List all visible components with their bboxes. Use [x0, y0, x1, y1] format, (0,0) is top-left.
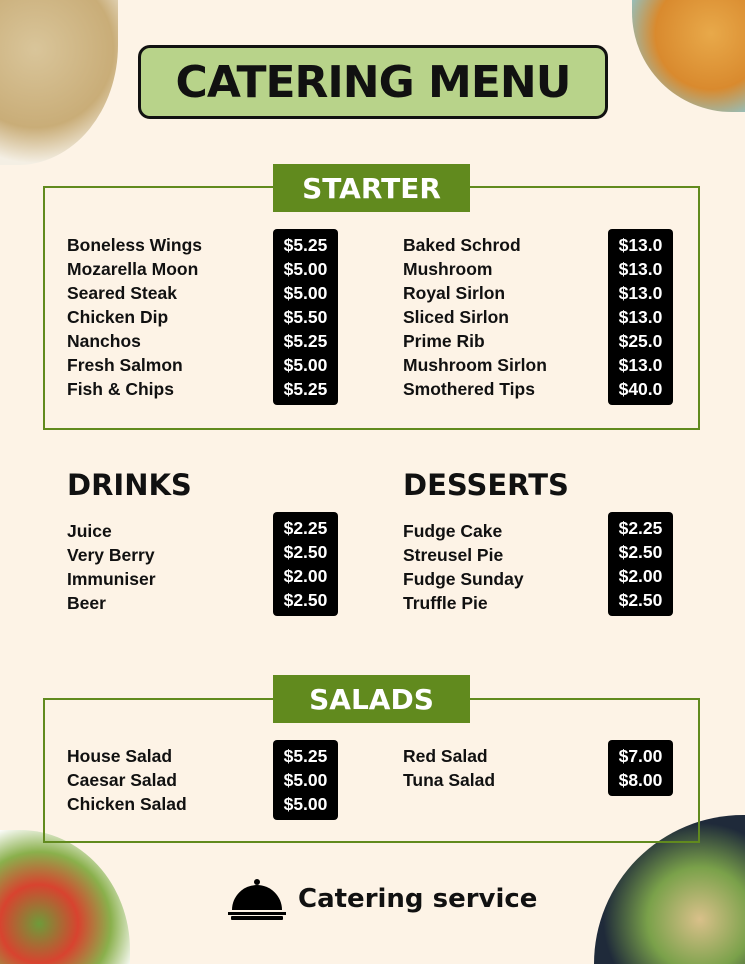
menu-item-price: $2.25	[618, 518, 663, 538]
menu-item-price: $2.00	[618, 566, 663, 586]
menu-item-name: Baked Schrod	[403, 235, 521, 255]
menu-item-price: $2.50	[283, 542, 328, 562]
footer-brand: Catering service	[228, 878, 537, 920]
menu-item-name: Very Berry	[67, 545, 155, 565]
menu-item-name: Chicken Dip	[67, 307, 169, 327]
menu-item-price: $5.00	[283, 794, 328, 814]
menu-item-name: Truffle Pie	[403, 593, 488, 613]
menu-item-price: $8.00	[618, 770, 663, 790]
menu-item-name: Smothered Tips	[403, 379, 535, 399]
menu-item-name: Tuna Salad	[403, 770, 496, 790]
menu-item-price: $5.25	[283, 746, 328, 766]
menu-item-price: $13.0	[618, 355, 663, 375]
menu-item-price: $5.00	[283, 355, 328, 375]
menu-item-name: Beer	[67, 593, 106, 613]
salads-right-prices: $7.00 $8.00	[608, 740, 673, 796]
menu-item-name: Prime Rib	[403, 331, 485, 351]
desserts-prices: $2.25 $2.50 $2.00 $2.50	[608, 512, 673, 616]
starter-left-prices: $5.25 $5.00 $5.00 $5.50 $5.25 $5.00 $5.25	[273, 229, 338, 405]
menu-item-price: $7.00	[618, 746, 663, 766]
salads-right-names: Red Salad Tuna Salad	[403, 744, 495, 792]
menu-item-name: Boneless Wings	[67, 235, 203, 255]
salads-heading: SALADS	[273, 675, 470, 723]
menu-item-name: Fish & Chips	[67, 379, 174, 399]
menu-item-name: Fudge Cake	[403, 521, 503, 541]
menu-item-name: Sliced Sirlon	[403, 307, 509, 327]
menu-item-name: House Salad	[67, 746, 173, 766]
menu-item-name: Fudge Sunday	[403, 569, 524, 589]
menu-item-name: Caesar Salad	[67, 770, 177, 790]
salads-left-names: House Salad Caesar Salad Chicken Salad	[67, 744, 187, 816]
menu-item-price: $40.0	[618, 379, 663, 399]
menu-item-price: $13.0	[618, 307, 663, 327]
footer-text: Catering service	[298, 884, 538, 914]
drinks-names: Juice Very Berry Immuniser Beer	[67, 519, 156, 615]
menu-item-price: $5.25	[283, 235, 328, 255]
menu-item-name: Seared Steak	[67, 283, 177, 303]
menu-item-name: Mushroom	[403, 259, 493, 279]
salads-left-prices: $5.25 $5.00 $5.00	[273, 740, 338, 820]
menu-item-price: $5.00	[283, 770, 328, 790]
desserts-names: Fudge Cake Streusel Pie Fudge Sunday Truffl…	[403, 519, 524, 615]
starter-right-names: Baked Schrod Mushroom Royal Sirlon Sliced S…	[403, 233, 547, 401]
menu-item-price: $13.0	[618, 259, 663, 279]
menu-item-name: Red Salad	[403, 746, 488, 766]
salad-image-bottom-left	[0, 830, 130, 964]
menu-item-price: $2.50	[618, 542, 663, 562]
drinks-prices: $2.25 $2.50 $2.00 $2.50	[273, 512, 338, 616]
starter-right-prices: $13.0 $13.0 $13.0 $13.0 $25.0 $13.0 $40.0	[608, 229, 673, 405]
page-title: CATERING MENU	[138, 45, 608, 119]
menu-item-name: Juice	[67, 521, 112, 541]
menu-item-price: $5.50	[283, 307, 328, 327]
menu-item-name: Immuniser	[67, 569, 156, 589]
menu-item-price: $2.50	[283, 590, 328, 610]
menu-item-price: $2.00	[283, 566, 328, 586]
desserts-heading: DESSERTS	[403, 468, 569, 502]
menu-item-price: $25.0	[618, 331, 663, 351]
menu-item-price: $5.00	[283, 283, 328, 303]
starter-heading: STARTER	[273, 164, 470, 212]
menu-item-name: Mushroom Sirlon	[403, 355, 547, 375]
menu-item-name: Chicken Salad	[67, 794, 187, 814]
quesadilla-image-top-right	[632, 0, 745, 112]
menu-item-price: $2.25	[283, 518, 328, 538]
menu-item-price: $5.00	[283, 259, 328, 279]
menu-item-price: $13.0	[618, 283, 663, 303]
drinks-heading: DRINKS	[67, 468, 192, 502]
cloche-icon	[228, 879, 286, 920]
menu-item-price: $13.0	[618, 235, 663, 255]
menu-item-name: Mozarella Moon	[67, 259, 199, 279]
menu-item-name: Nanchos	[67, 331, 141, 351]
menu-item-price: $5.25	[283, 379, 328, 399]
menu-item-name: Fresh Salmon	[67, 355, 183, 375]
menu-item-price: $5.25	[283, 331, 328, 351]
starter-left-names: Boneless Wings Mozarella Moon Seared Steak…	[67, 233, 202, 401]
menu-item-name: Royal Sirlon	[403, 283, 506, 303]
menu-item-name: Streusel Pie	[403, 545, 504, 565]
menu-item-price: $2.50	[618, 590, 663, 610]
quesadilla-image-top-left	[0, 0, 118, 165]
